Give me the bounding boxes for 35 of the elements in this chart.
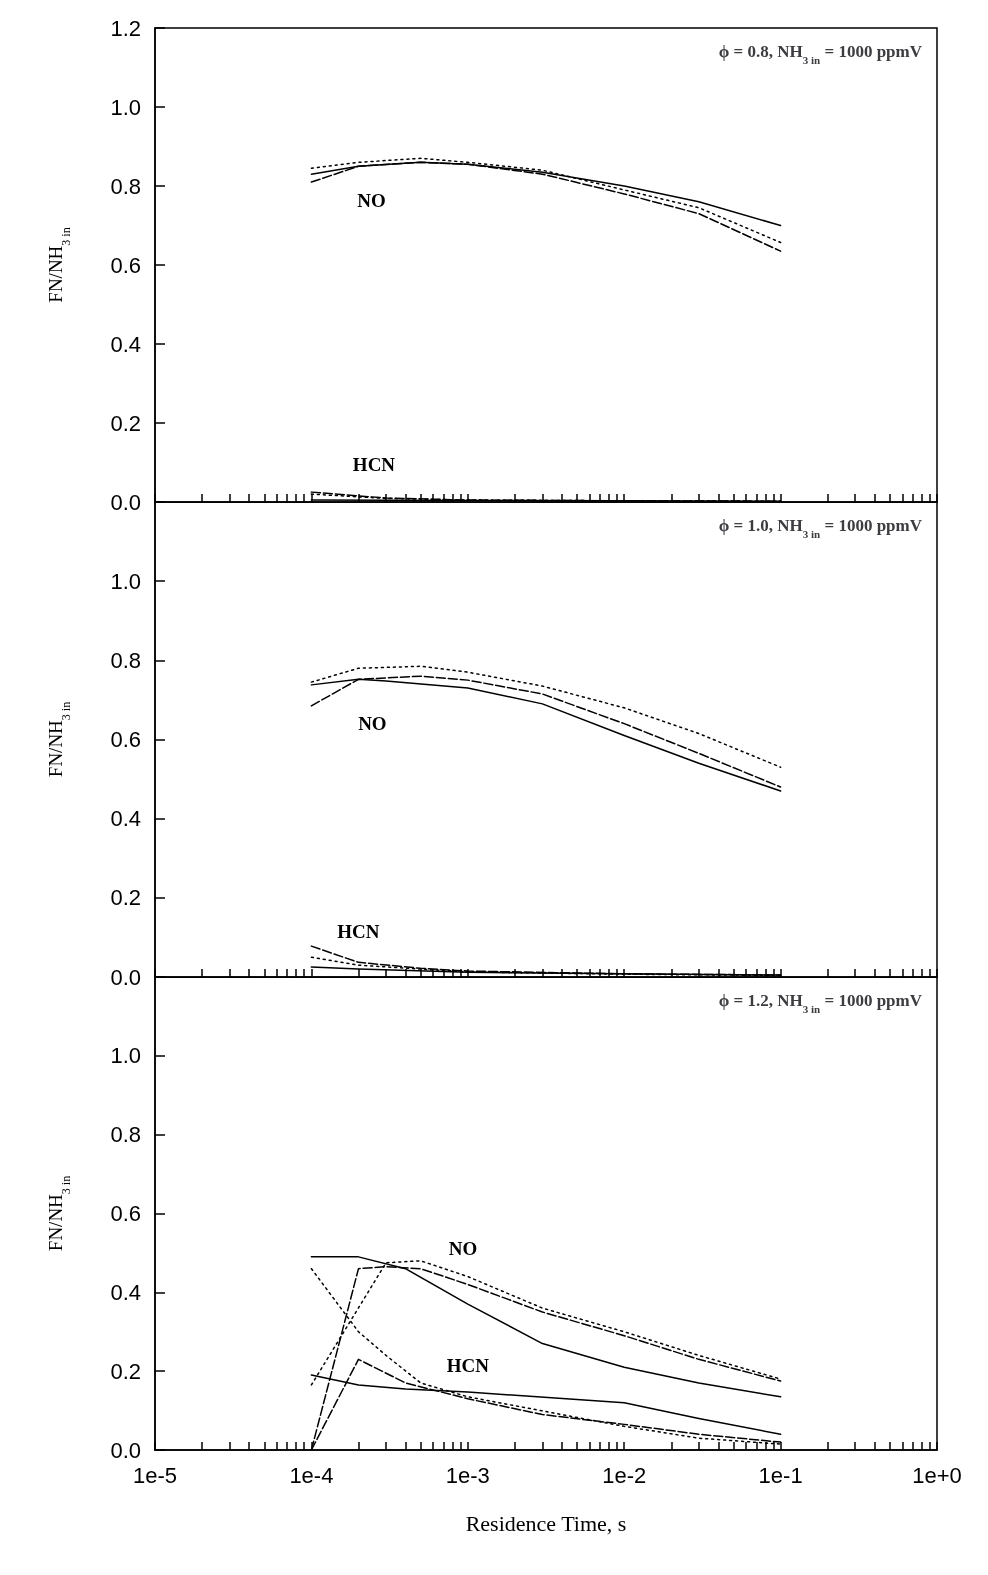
y-tick-label: 0.4 xyxy=(110,1279,141,1305)
y-axis-title: FN/NH3 in xyxy=(45,1175,73,1252)
y-tick-label: 0.2 xyxy=(110,1358,141,1384)
y-axis-title: FN/NH3 in xyxy=(45,701,73,778)
y-tick-label: 0.0 xyxy=(110,489,141,515)
annotation: HCN xyxy=(446,1355,490,1377)
annotation: HCN xyxy=(352,453,396,475)
y-tick-label: 0.6 xyxy=(110,1201,141,1226)
y-tick-label: 1.0 xyxy=(110,568,141,594)
y-tick-label: 0.6 xyxy=(110,727,141,752)
y-tick-label: 1.0 xyxy=(110,1043,141,1069)
annotation: NO xyxy=(448,1237,478,1259)
x-tick-label: 1e-3 xyxy=(445,1462,490,1488)
annotation: HCN xyxy=(337,921,380,943)
y-axis-title: FN/NH3 in xyxy=(45,227,73,303)
y-tick-label: 0.4 xyxy=(110,806,141,832)
y-tick-label: 0.0 xyxy=(110,1437,141,1463)
x-tick-label: 1e-1 xyxy=(758,1462,803,1488)
y-tick-label: 0.8 xyxy=(110,647,141,673)
x-axis-title: Residence Time, s xyxy=(465,1510,627,1536)
annotation: NO xyxy=(357,189,386,211)
y-tick-label: 0.0 xyxy=(110,964,141,990)
annotation: NO xyxy=(358,713,387,735)
x-tick-label: 1e-2 xyxy=(602,1462,647,1488)
y-tick-label: 1.2 xyxy=(110,15,141,41)
x-tick-label: 1e-5 xyxy=(132,1462,178,1488)
x-tick-label: 1e-4 xyxy=(289,1462,334,1488)
y-tick-label: 0.6 xyxy=(110,252,141,278)
y-tick-label: 0.8 xyxy=(110,1122,141,1148)
y-tick-label: 0.2 xyxy=(110,410,141,436)
y-tick-label: 0.2 xyxy=(110,885,141,911)
y-tick-label: 1.0 xyxy=(110,94,141,120)
x-tick-label: 1e+0 xyxy=(912,1462,962,1488)
y-tick-label: 0.4 xyxy=(110,331,141,357)
y-tick-label: 0.8 xyxy=(110,173,141,199)
